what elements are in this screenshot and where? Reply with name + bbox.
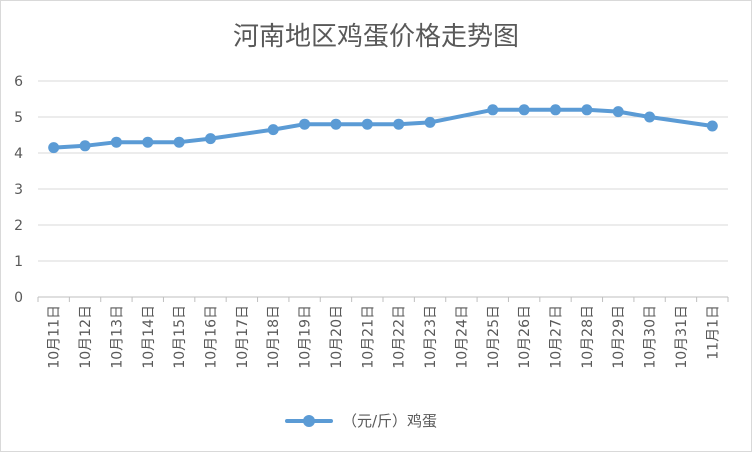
- x-tick-label: 10月18日: [266, 305, 282, 369]
- data-point: [424, 116, 436, 128]
- legend: （元/斤）鸡蛋: [285, 412, 437, 430]
- data-point: [330, 118, 342, 130]
- axes: [37, 296, 729, 302]
- x-tick-label: 10月26日: [517, 305, 533, 369]
- gridlines: [38, 80, 728, 262]
- data-point: [644, 111, 656, 123]
- data-point: [581, 104, 593, 116]
- y-tick-label: 2: [14, 218, 23, 234]
- x-tick-label: 10月11日: [47, 305, 63, 369]
- legend-label: （元/斤）鸡蛋: [342, 412, 437, 430]
- x-tick-labels: 10月11日 10月12日 10月13日 10月14日 10月15日 10月16日 10月1…: [47, 305, 722, 369]
- x-tick-label: 10月20日: [329, 305, 345, 369]
- data-point: [299, 118, 311, 130]
- x-tick-label: 10月24日: [454, 305, 470, 369]
- series-layer: [48, 104, 718, 154]
- chart-title: 河南地区鸡蛋价格走势图: [233, 22, 519, 52]
- data-point: [393, 118, 405, 130]
- x-tick-label: 10月27日: [549, 305, 565, 369]
- x-tick-label: 10月30日: [643, 305, 659, 369]
- data-point: [518, 104, 530, 116]
- data-point: [706, 120, 718, 132]
- data-point: [267, 124, 279, 136]
- x-tick-label: 10月12日: [78, 305, 94, 369]
- x-tick-label: 10月29日: [611, 305, 627, 369]
- x-tick-label: 10月31日: [674, 305, 690, 369]
- x-tick-label: 10月15日: [172, 305, 188, 369]
- data-point: [142, 136, 154, 148]
- data-point: [79, 140, 91, 152]
- x-tick-label: 10月21日: [360, 305, 376, 369]
- data-point: [48, 142, 60, 154]
- data-point: [205, 133, 216, 145]
- x-tick-label: 10月13日: [109, 305, 125, 369]
- y-tick-label: 5: [14, 110, 23, 126]
- data-point: [361, 118, 373, 130]
- x-tick-label: 10月23日: [423, 305, 439, 369]
- y-tick-label: 1: [14, 254, 23, 270]
- x-tick-label: 11月1日: [705, 305, 721, 360]
- x-tick-label: 10月17日: [235, 305, 251, 369]
- x-tick-label: 10月16日: [204, 305, 220, 369]
- x-tick-label: 10月22日: [392, 305, 408, 369]
- x-tick-label: 10月28日: [580, 305, 596, 369]
- legend-marker: [303, 415, 315, 427]
- y-tick-label: 0: [14, 290, 23, 306]
- x-tick-label: 10月14日: [141, 305, 157, 369]
- y-tick-label: 4: [14, 146, 23, 162]
- data-point: [612, 106, 624, 118]
- data-point: [487, 104, 499, 116]
- y-tick-label: 3: [14, 182, 23, 198]
- y-tick-labels: 0 1 2 3 4 5 6: [14, 74, 23, 306]
- data-point: [173, 136, 185, 148]
- data-point: [550, 104, 561, 116]
- x-tick-label: 10月25日: [486, 305, 502, 369]
- data-point: [110, 136, 122, 148]
- y-tick-label: 6: [14, 74, 23, 90]
- x-tick-label: 10月19日: [298, 305, 314, 369]
